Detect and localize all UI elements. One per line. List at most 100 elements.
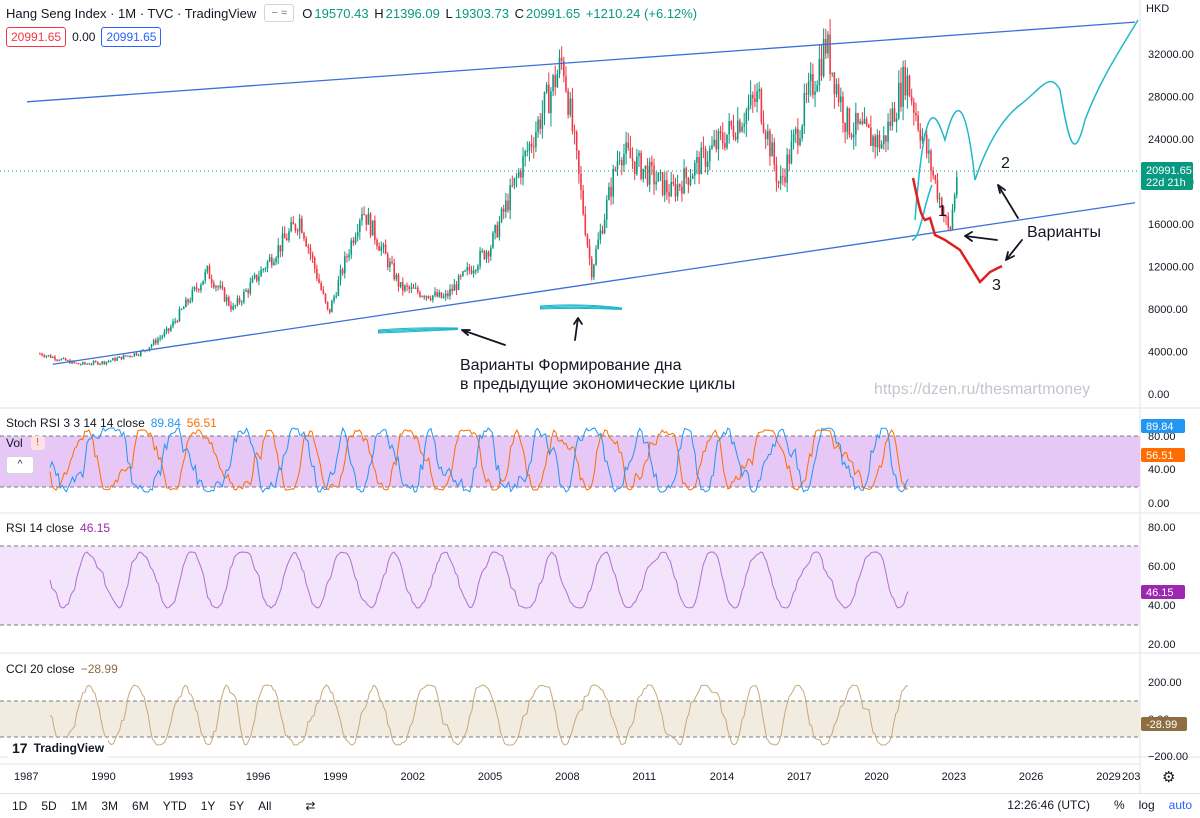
candle-body: [86, 363, 88, 365]
current-price-tag: [1141, 161, 1193, 190]
candle-body: [736, 120, 739, 140]
candle-body: [711, 145, 713, 149]
candle-body: [268, 257, 271, 262]
annotation-bottom-variants-line2: в предыдущие экономические циклы: [460, 376, 736, 393]
candle-body: [105, 361, 108, 365]
percent-scale-toggle[interactable]: %: [1113, 798, 1125, 812]
candle-body: [163, 331, 166, 337]
candle-body: [328, 308, 331, 313]
range-all[interactable]: All: [258, 799, 272, 813]
candle-body: [807, 81, 810, 95]
candle-body: [696, 157, 698, 163]
candle-body: [474, 270, 477, 272]
symbol-title[interactable]: Hang Seng Index · 1M · TVC · TradingView: [6, 5, 257, 21]
collapse-chevron-icon[interactable]: ^: [6, 456, 34, 474]
range-5d[interactable]: 5D: [41, 799, 57, 813]
candle-body: [210, 278, 213, 284]
candle-body: [131, 356, 134, 358]
bottom-highlight: [539, 304, 623, 309]
candle-body: [595, 248, 597, 265]
range-3m[interactable]: 3M: [101, 799, 119, 813]
bottom-highlight: [377, 329, 459, 334]
candle-body: [262, 269, 265, 271]
range-1m[interactable]: 1M: [70, 799, 88, 813]
candle-body: [593, 264, 595, 278]
candle-body: [365, 214, 368, 225]
candle-body: [236, 298, 239, 306]
range-1d[interactable]: 1D: [12, 799, 28, 813]
candle-body: [951, 209, 954, 230]
time-tick: 2029: [1096, 771, 1120, 783]
candle-body: [915, 112, 917, 116]
candle-body: [651, 161, 653, 166]
watermark-url: https://dzen.ru/thesmartmoney: [874, 381, 1091, 398]
candle-body: [646, 165, 649, 185]
candle-body: [801, 125, 803, 139]
candle-body: [200, 284, 202, 291]
candle-body: [788, 154, 791, 164]
compare-calendar-icon[interactable]: ⇄: [305, 799, 316, 813]
chart-canvas[interactable]: 32000.0028000.0024000.0020000.0016000.00…: [0, 0, 1200, 793]
candle-body: [940, 198, 943, 215]
sell-price-button[interactable]: 20991.65: [6, 27, 67, 47]
candle-body: [84, 362, 86, 364]
candle-body: [45, 355, 48, 357]
candle-body: [850, 135, 853, 138]
candle-body: [507, 200, 509, 211]
candle-body: [760, 88, 763, 123]
range-5y[interactable]: 5Y: [229, 799, 245, 813]
candle-body: [404, 285, 406, 291]
candle-body: [221, 285, 224, 289]
candle-body: [206, 265, 209, 272]
range-1y[interactable]: 1Y: [200, 799, 216, 813]
range-ytd[interactable]: YTD: [162, 799, 187, 813]
warning-icon[interactable]: !: [30, 436, 45, 450]
candle-body: [118, 356, 121, 358]
candle-body: [107, 361, 110, 363]
settings-gear-icon[interactable]: ⚙: [1162, 769, 1176, 786]
candle-body: [653, 165, 655, 185]
candle-body: [895, 118, 898, 122]
candle-body: [318, 278, 320, 283]
candle-body: [39, 353, 41, 355]
candle-body: [636, 156, 638, 174]
candle-body: [47, 355, 50, 357]
candle-body: [213, 283, 215, 288]
candle-body: [382, 244, 385, 247]
candle-body: [470, 270, 473, 274]
range-6m[interactable]: 6M: [132, 799, 149, 813]
candle-body: [359, 220, 361, 232]
buy-price-button[interactable]: 20991.65: [101, 27, 162, 47]
candle-body: [582, 190, 584, 214]
log-scale-toggle[interactable]: log: [1138, 798, 1155, 812]
candle-body: [496, 225, 499, 238]
auto-scale-toggle[interactable]: auto: [1168, 798, 1192, 812]
time-tick: 2002: [401, 771, 425, 783]
candle-body: [947, 216, 949, 228]
candle-body: [313, 257, 316, 269]
candle-body: [730, 121, 733, 127]
candle-body: [453, 284, 456, 291]
candle-body: [590, 258, 593, 278]
tradingview-logo[interactable]: 17 TradingView: [8, 738, 109, 758]
candle-body: [792, 133, 795, 142]
candle-body: [724, 143, 726, 148]
hide-legend-button[interactable]: − ≈: [264, 4, 295, 22]
candle-body: [395, 274, 398, 280]
candle-body: [586, 234, 589, 246]
candle-body: [133, 353, 136, 357]
candle-body: [573, 130, 576, 132]
candle-body: [691, 175, 694, 180]
rsi-band: [0, 546, 1140, 625]
candle-body: [835, 84, 838, 95]
candle-body: [155, 340, 157, 344]
candle-body: [685, 168, 688, 178]
candle-body: [932, 171, 934, 176]
annotation-scenario-1: 1: [938, 203, 947, 220]
utc-clock[interactable]: 12:26:46 (UTC): [1007, 798, 1090, 812]
candle-body: [726, 134, 728, 148]
candle-body: [468, 267, 471, 271]
candle-body: [803, 93, 806, 126]
candle-body: [101, 361, 103, 364]
candle-body: [734, 136, 737, 140]
